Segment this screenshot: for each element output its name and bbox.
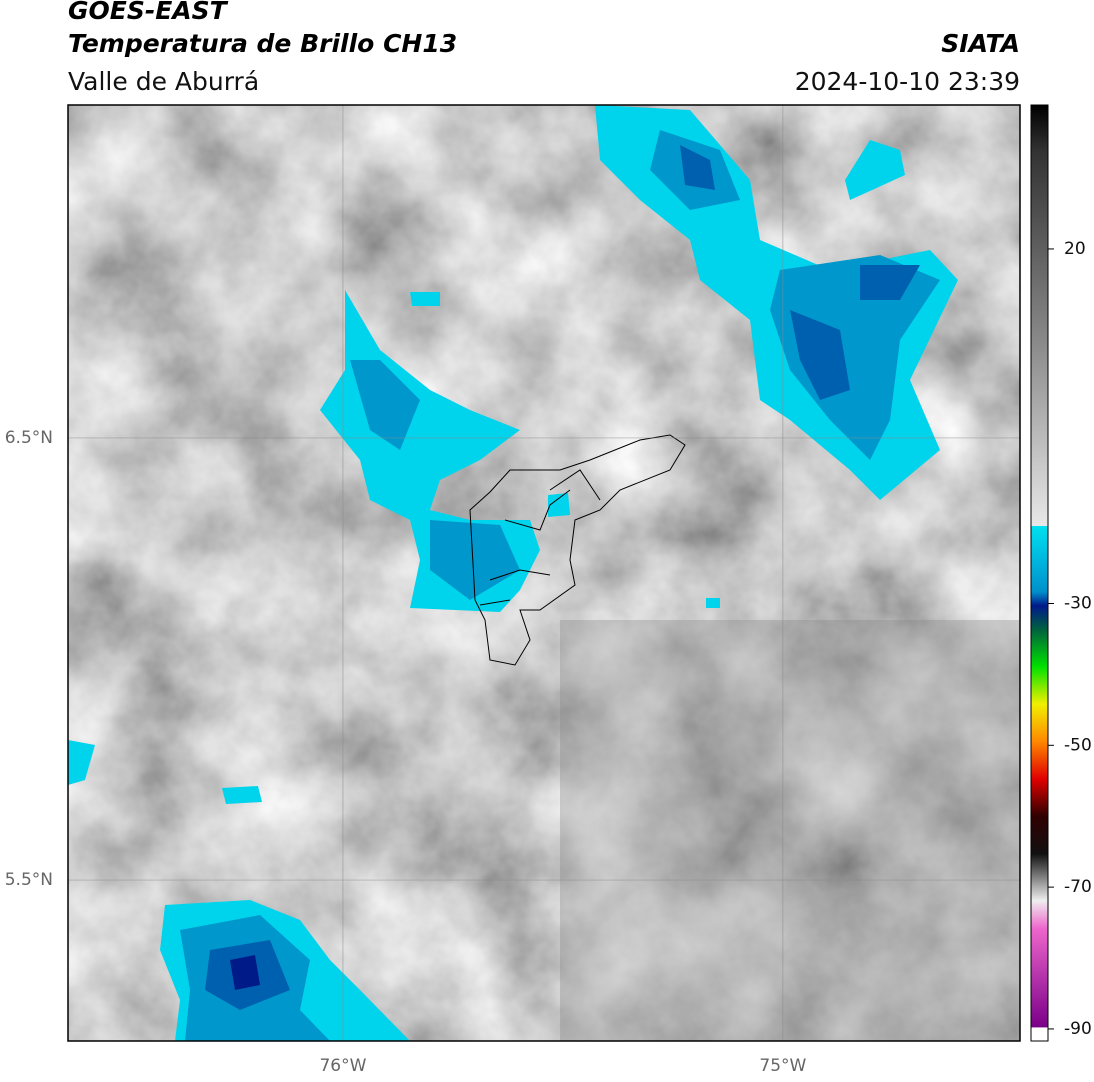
title: GOES-EAST: [68, 0, 229, 25]
y-tick-label: 5.5°N: [5, 870, 53, 890]
map-frame: [67, 104, 1021, 1042]
colorbar-tick-label: 20: [1064, 239, 1086, 259]
y-tick-label: 6.5°N: [5, 428, 53, 448]
colorbar-tick-label: -70: [1064, 877, 1092, 897]
datetime: 2024-10-10 23:39: [795, 67, 1020, 96]
colorbar: [1030, 104, 1049, 1042]
map-image: [68, 105, 1020, 1041]
source: SIATA: [941, 29, 1020, 58]
x-tick-label: 75°W: [759, 1056, 806, 1076]
subtitle: Temperatura de Brillo CH13: [68, 29, 457, 58]
colorbar-tick-label: -50: [1064, 735, 1092, 755]
colorbar-tick-label: -30: [1064, 593, 1092, 613]
graticule: [68, 105, 1020, 1041]
region: Valle de Aburrá: [68, 67, 259, 96]
x-tick-label: 76°W: [319, 1056, 366, 1076]
colorbar-tick-label: -90: [1064, 1019, 1092, 1039]
